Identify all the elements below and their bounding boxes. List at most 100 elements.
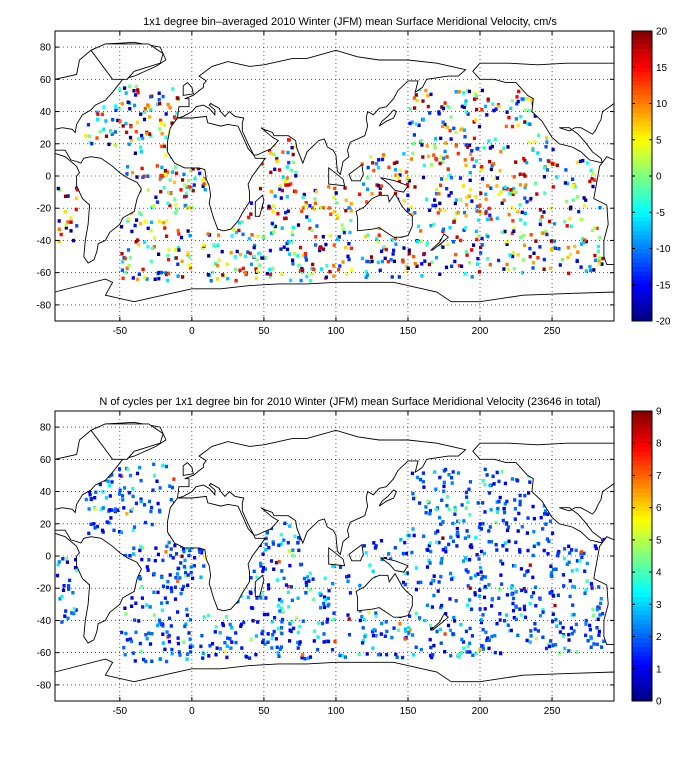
bin-cell: [570, 548, 574, 552]
colorbar-segment: [632, 271, 652, 276]
bin-cell: [325, 263, 329, 268]
bin-cell: [602, 639, 606, 643]
bin-cell: [358, 583, 362, 588]
bin-cell: [280, 606, 284, 610]
bin-cell: [467, 534, 471, 539]
bin-cell: [268, 275, 272, 279]
bin-cell: [514, 117, 518, 121]
bin-cell: [516, 253, 520, 257]
bin-cell: [201, 656, 205, 660]
bin-cell: [384, 247, 388, 252]
bin-cell: [459, 651, 463, 655]
bin-cell: [256, 620, 260, 624]
bin-cell: [255, 575, 259, 580]
bin-cell: [276, 578, 280, 582]
colorbar-segment: [632, 447, 652, 453]
bin-cell: [461, 559, 465, 563]
bin-cell: [434, 256, 439, 260]
bin-cell: [114, 508, 118, 513]
bin-cell: [555, 175, 559, 179]
bin-cell: [312, 597, 316, 602]
landmass: [90, 43, 164, 80]
bin-cell: [370, 629, 375, 634]
bin-cell: [185, 185, 189, 189]
bin-cell: [249, 591, 253, 595]
bin-cell: [450, 476, 454, 480]
bin-cell: [399, 168, 403, 172]
bin-cell: [266, 632, 270, 636]
bin-cell: [361, 638, 365, 643]
bin-cell: [409, 205, 413, 209]
bin-cell: [99, 507, 103, 512]
y-tick-label: 80: [40, 43, 52, 54]
bin-cell: [538, 597, 542, 601]
colorbar-segment: [632, 112, 652, 118]
bin-cell: [575, 160, 579, 165]
bin-cell: [419, 239, 423, 243]
bin-cell: [102, 105, 106, 109]
bin-cell: [141, 136, 145, 141]
bin-cell: [453, 201, 457, 206]
bin-cell: [492, 108, 496, 113]
bin-cell: [173, 197, 177, 202]
bin-cell: [422, 251, 426, 256]
bin-cell: [139, 145, 143, 149]
colorbar-segment: [632, 646, 652, 652]
bin-cell: [525, 638, 529, 643]
bin-cell: [128, 256, 132, 260]
bin-cell: [538, 218, 543, 222]
bin-cell: [404, 269, 408, 273]
landmass: [54, 658, 615, 702]
bin-cell: [128, 135, 133, 140]
bin-cell: [370, 259, 374, 264]
bin-cell: [131, 651, 135, 655]
bin-cell: [327, 206, 331, 210]
bin-cell: [549, 591, 553, 595]
bin-cell: [251, 619, 255, 623]
bin-cell: [486, 257, 490, 261]
bin-cell: [135, 218, 139, 222]
bin-cell: [277, 560, 281, 564]
colorbar-segment: [632, 166, 652, 172]
bin-cell: [149, 134, 153, 138]
bin-cell: [465, 558, 469, 562]
bin-cell: [254, 276, 258, 280]
bin-cell: [528, 254, 532, 259]
y-tick-label: -20: [37, 204, 52, 215]
bin-cell: [226, 636, 230, 640]
bin-cell: [488, 213, 492, 217]
bin-cell: [489, 186, 493, 190]
bin-cell: [300, 653, 304, 657]
bin-cell: [523, 120, 527, 124]
bin-cell: [362, 544, 366, 548]
bin-cell: [217, 258, 221, 263]
colorbar-segment: [632, 162, 652, 168]
bin-cell: [378, 191, 382, 196]
bin-cell: [453, 512, 457, 516]
grid-lines: [55, 31, 614, 321]
bin-cell: [120, 630, 124, 635]
bin-cell: [298, 562, 303, 567]
bin-cell: [545, 537, 549, 541]
bin-cell: [597, 629, 601, 634]
bin-cell: [360, 256, 365, 261]
bin-cell: [327, 185, 331, 189]
bin-cell: [201, 651, 205, 655]
bin-cell: [514, 540, 518, 545]
bin-cell: [148, 115, 152, 119]
bin-cell: [439, 605, 443, 610]
bin-cell: [442, 484, 446, 489]
bin-cell: [428, 653, 433, 658]
bin-cell: [310, 228, 314, 233]
bin-cell: [332, 243, 336, 247]
bin-cell: [159, 189, 163, 194]
bin-cell: [504, 613, 509, 617]
bin-cell: [168, 105, 172, 110]
bin-cell: [547, 642, 551, 646]
bin-cell: [508, 253, 512, 257]
bin-cell: [453, 259, 457, 264]
bin-cell: [412, 133, 416, 137]
bin-cell: [475, 209, 479, 213]
colorbar-tick-label: 5: [656, 535, 662, 546]
colorbar-tick-label: -20: [656, 317, 671, 328]
